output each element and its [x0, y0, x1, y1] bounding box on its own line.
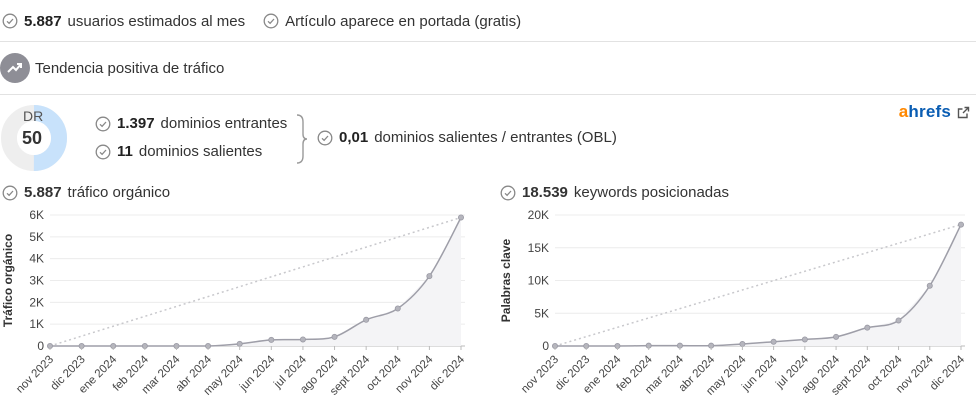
- obl-label: dominios salientes / entrantes (OBL): [374, 129, 617, 146]
- keywords-chart: 0 5K 10K 15K 20K Palabras clave nov 2023 dic 20…: [499, 208, 968, 398]
- area-fill: [555, 224, 961, 346]
- data-point: [833, 333, 840, 340]
- data-point: [895, 317, 902, 324]
- divider: [0, 41, 976, 42]
- data-point: [426, 273, 433, 280]
- data-point: [394, 305, 401, 312]
- monthly-users-stat: 5.887 usuarios estimados al mes: [2, 13, 245, 30]
- top-stats-row: 5.887 usuarios estimados al mes Artículo…: [0, 10, 521, 32]
- domain-rating-gauge: [1, 105, 67, 171]
- outgoing-domains-label: dominios salientes: [138, 143, 263, 160]
- x-tick-label: nov 2023: [519, 354, 561, 396]
- dr-label: DR: [23, 108, 44, 124]
- x-tick-label: nov 2023: [14, 354, 56, 396]
- incoming-domains-stat: 1.397 dominios entrantes: [95, 115, 287, 132]
- keywords-title: 18.539 keywords posicionadas: [500, 184, 729, 201]
- data-point: [299, 336, 306, 343]
- trend-label: Tendencia positiva de tráfico: [35, 59, 225, 77]
- check-circle-icon: [317, 130, 333, 145]
- data-point: [926, 282, 933, 289]
- data-point: [268, 336, 275, 343]
- brace-icon: [296, 114, 308, 164]
- obl-stat: 0,01 dominios salientes / entrantes (OBL…: [317, 129, 617, 146]
- x-tick-label: jun 2024: [237, 353, 278, 394]
- area-fill: [50, 217, 461, 346]
- trend-line: [49, 216, 462, 347]
- trend-line: [554, 223, 962, 347]
- frontpage-stat: Artículo aparece en portada (gratis): [263, 13, 521, 30]
- keywords-label: keywords posicionadas: [573, 184, 729, 201]
- trend-row: Tendencia positiva de tráfico: [0, 53, 224, 83]
- y-axis-label: Tráfico orgánico: [1, 234, 15, 327]
- data-point: [739, 341, 746, 348]
- organic-traffic-label: tráfico orgánico: [67, 184, 171, 201]
- y-tick-label: 0: [542, 339, 549, 353]
- organic-traffic-value: 5.887: [24, 184, 62, 201]
- divider: [0, 94, 976, 95]
- check-circle-icon: [263, 13, 279, 29]
- check-circle-icon: [2, 13, 18, 29]
- check-circle-icon: [2, 185, 18, 200]
- y-tick-label: 3K: [29, 274, 44, 288]
- y-tick-label: 2K: [29, 295, 44, 309]
- check-circle-icon: [500, 185, 516, 200]
- data-point: [363, 316, 370, 323]
- outgoing-domains-stat: 11 dominios salientes: [95, 143, 262, 160]
- data-point: [957, 221, 964, 228]
- y-tick-label: 5K: [29, 230, 44, 244]
- dr-value: 50: [22, 128, 43, 148]
- frontpage-label: Artículo aparece en portada (gratis): [285, 12, 522, 30]
- trend-up-icon: [0, 53, 30, 83]
- keywords-value: 18.539: [522, 184, 568, 201]
- monthly-users-value: 5.887: [24, 12, 62, 30]
- monthly-users-label: usuarios estimados al mes: [67, 12, 246, 30]
- incoming-domains-label: dominios entrantes: [160, 115, 288, 132]
- x-tick-label: dic 2024: [928, 353, 968, 393]
- organic-traffic-title: 5.887 tráfico orgánico: [2, 184, 170, 201]
- external-link-icon: [957, 106, 970, 118]
- check-circle-icon: [95, 144, 111, 159]
- y-tick-label: 1K: [29, 317, 44, 331]
- ahrefs-logo: ahrefs: [898, 102, 951, 121]
- y-axis-label: Palabras clave: [499, 238, 513, 322]
- data-point: [236, 340, 243, 347]
- data-point: [864, 324, 871, 331]
- y-tick-label: 5K: [534, 306, 549, 320]
- y-tick-label: 4K: [29, 252, 44, 266]
- organic-traffic-chart: 0 1K 2K 3K 4K 5K 6K Tráfico orgánico nov 2023 dic…: [1, 208, 468, 398]
- data-point: [801, 336, 808, 343]
- check-circle-icon: [95, 116, 111, 131]
- x-tick-label: dic 2024: [428, 353, 468, 393]
- y-tick-label: 0: [37, 339, 44, 353]
- outgoing-domains-value: 11: [117, 143, 133, 160]
- incoming-domains-value: 1.397: [117, 115, 155, 132]
- obl-value: 0,01: [339, 129, 369, 146]
- data-point: [457, 214, 464, 221]
- y-tick-label: 6K: [29, 208, 44, 222]
- y-tick-label: 10K: [528, 274, 549, 288]
- data-point: [770, 338, 777, 345]
- data-point: [331, 333, 338, 340]
- ahrefs-link[interactable]: ahrefs: [899, 102, 970, 122]
- y-tick-label: 20K: [528, 208, 549, 222]
- y-tick-label: 15K: [528, 241, 549, 255]
